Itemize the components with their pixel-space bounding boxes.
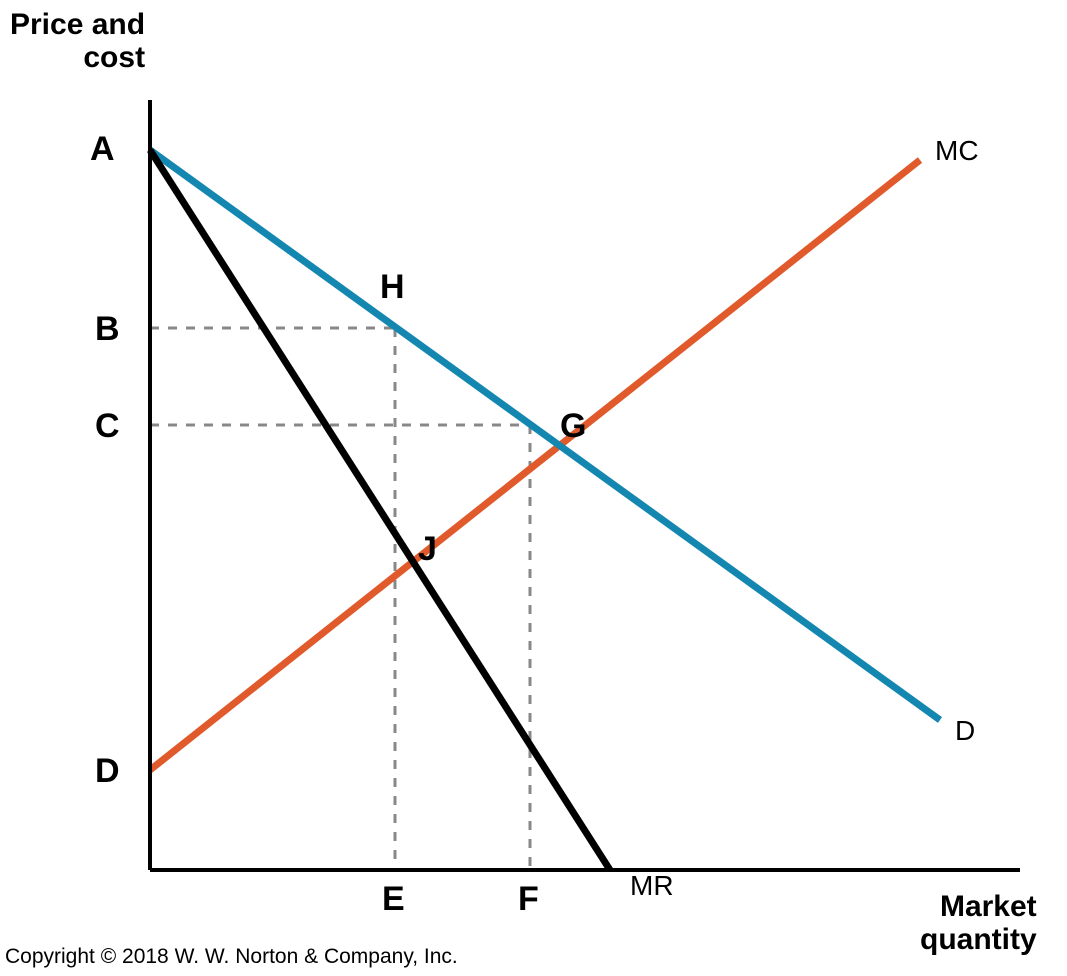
x-axis-title: Market quantity	[920, 890, 1037, 956]
economics-chart: Price and cost Market quantity A B C D E…	[0, 0, 1067, 976]
point-label-F: F	[518, 880, 539, 919]
x-axis-title-line1: Market	[940, 890, 1037, 923]
x-axis-title-line2: quantity	[920, 923, 1037, 956]
y-axis-title-line2: cost	[10, 41, 145, 74]
y-axis-title: Price and cost	[10, 8, 145, 74]
y-axis-title-line1: Price and	[10, 8, 145, 41]
mc-line	[150, 160, 920, 770]
chart-canvas	[0, 0, 1067, 976]
mr-line-label: MR	[630, 870, 674, 902]
point-label-D-axis: D	[95, 752, 120, 791]
point-label-H: H	[380, 268, 405, 307]
mr-line	[150, 150, 610, 870]
mc-line-label: MC	[935, 135, 979, 167]
demand-line-label: D	[955, 715, 975, 747]
copyright-text: Copyright © 2018 W. W. Norton & Company,…	[5, 945, 458, 969]
point-label-G: G	[560, 407, 586, 446]
point-label-C: C	[95, 407, 120, 446]
point-label-A: A	[90, 130, 115, 169]
point-label-B: B	[95, 310, 120, 349]
point-label-E: E	[382, 880, 405, 919]
point-label-J: J	[418, 530, 437, 569]
